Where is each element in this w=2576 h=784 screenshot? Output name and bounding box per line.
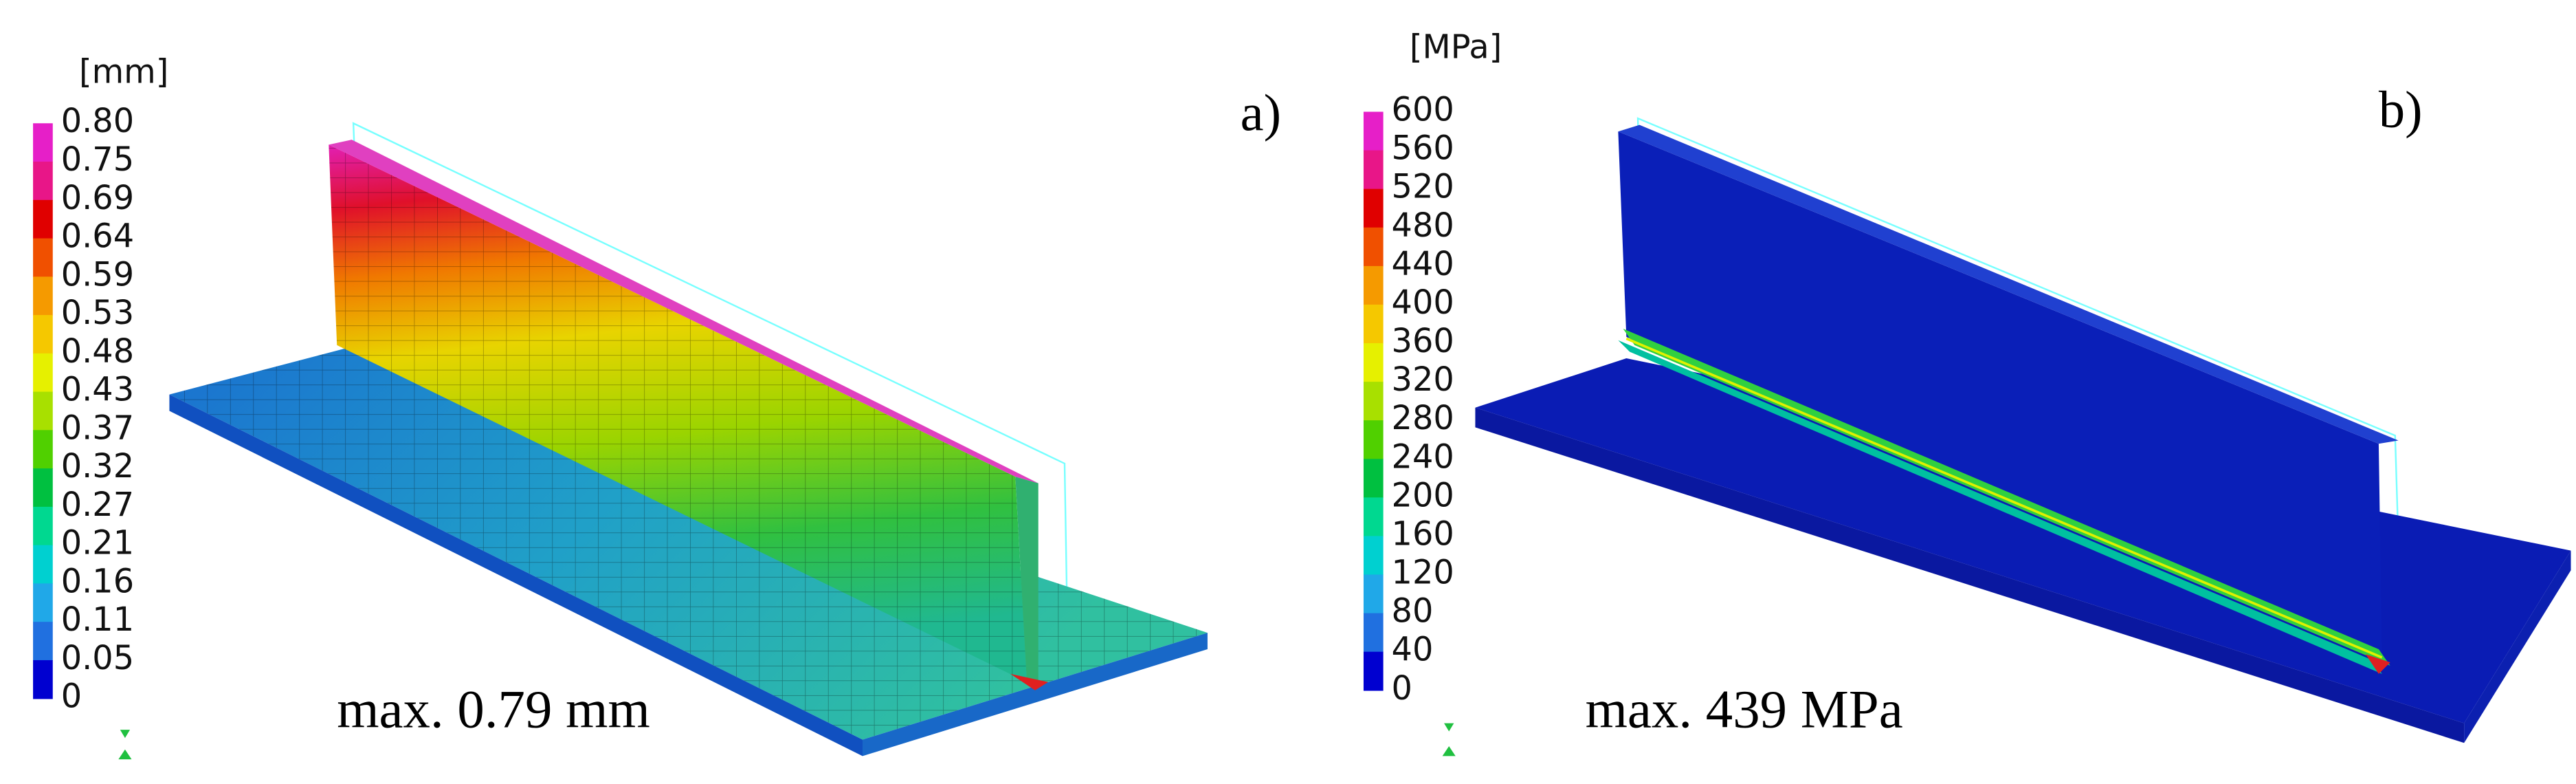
colorbar-segment	[33, 199, 53, 239]
colorbar-segment	[33, 276, 53, 316]
legend-tick-label: 0.21	[61, 525, 134, 563]
legend-tick-label: 0.59	[61, 256, 134, 294]
panel-label: a)	[1241, 84, 1281, 142]
legend-tick-label: 0.05	[61, 640, 134, 677]
legend-tick-label: 400	[1392, 284, 1454, 322]
colorbar-segment	[1363, 304, 1384, 344]
colorbar-segment	[1363, 111, 1384, 151]
colorbar-segment	[33, 238, 53, 278]
colorbar-segment	[33, 545, 53, 585]
colorbar-segment	[33, 391, 53, 431]
colorbar-segment	[1363, 382, 1384, 421]
legend-tick-label: 0.69	[61, 179, 134, 217]
render-a	[169, 122, 1208, 756]
colorbar-segment	[33, 468, 53, 508]
colorbar-segment	[1363, 651, 1384, 691]
colorbar-segment	[33, 430, 53, 469]
legend-tick-label: 440	[1392, 246, 1454, 283]
colorbar-segment	[33, 506, 53, 546]
legend-tick-label: 0.80	[61, 102, 134, 140]
legend-tick-label: 40	[1392, 631, 1434, 669]
legend-tick-label: 360	[1392, 323, 1454, 360]
colorbar-segment	[1363, 497, 1384, 537]
legend-tick-label: 520	[1392, 168, 1454, 206]
legend-tick-label: 0.16	[61, 563, 134, 600]
annotation: max. 439 MPa	[1586, 680, 1903, 740]
colorbar-segment	[33, 123, 53, 162]
legend-tick-label: 0.48	[61, 333, 134, 371]
legend-tick-label: 0.37	[61, 409, 134, 447]
colorbar-segment	[33, 353, 53, 393]
panel-label: b)	[2379, 80, 2423, 139]
colorbar-segment	[1363, 227, 1384, 267]
colorbar-segment	[1363, 574, 1384, 614]
colorbar-segment	[1363, 459, 1384, 499]
legend-tick-label: 0.11	[61, 601, 134, 639]
colorbar-segment	[33, 622, 53, 661]
unit-label: [MPa]	[1410, 29, 1502, 67]
legend-tick-label: 480	[1392, 207, 1454, 245]
annotation: max. 0.79 mm	[337, 680, 650, 740]
legend-tick-label: 80	[1392, 593, 1434, 631]
colorbar-segment	[1363, 343, 1384, 382]
legend-tick-label: 320	[1392, 361, 1454, 399]
legend-tick-label: 560	[1392, 130, 1454, 168]
colorbar-segment	[1363, 420, 1384, 459]
colorbar-segment	[1363, 613, 1384, 653]
legend-tick-label: 0.32	[61, 448, 134, 486]
render-b	[1475, 117, 2571, 743]
colorbar-segment	[33, 660, 53, 699]
legend-tick-label: 0.43	[61, 371, 134, 409]
legend-tick-label: 0.27	[61, 486, 134, 524]
colorbar-segment	[1363, 188, 1384, 228]
legend-tick-label: 280	[1392, 400, 1454, 437]
unit-label: [mm]	[79, 54, 168, 91]
axis-triad	[118, 723, 1456, 760]
colorbar-segment	[1363, 265, 1384, 305]
colorbar-segment	[1363, 536, 1384, 576]
legend-tick-label: 240	[1392, 438, 1454, 476]
legend-tick-label: 0	[61, 678, 82, 716]
legend-tick-label: 600	[1392, 91, 1454, 129]
colorbar-segment	[33, 162, 53, 201]
colorbar-segment	[33, 315, 53, 354]
legend-tick-label: 120	[1392, 554, 1454, 592]
legend-tick-label: 160	[1392, 515, 1454, 553]
legend-tick-label: 0	[1392, 670, 1412, 708]
colorbar-segment	[33, 583, 53, 622]
legend-tick-label: 0.64	[61, 218, 134, 256]
legend-tick-label: 0.75	[61, 141, 134, 179]
colorbar-segment	[1363, 150, 1384, 190]
legend-tick-label: 0.53	[61, 294, 134, 332]
legend-tick-label: 200	[1392, 477, 1454, 514]
